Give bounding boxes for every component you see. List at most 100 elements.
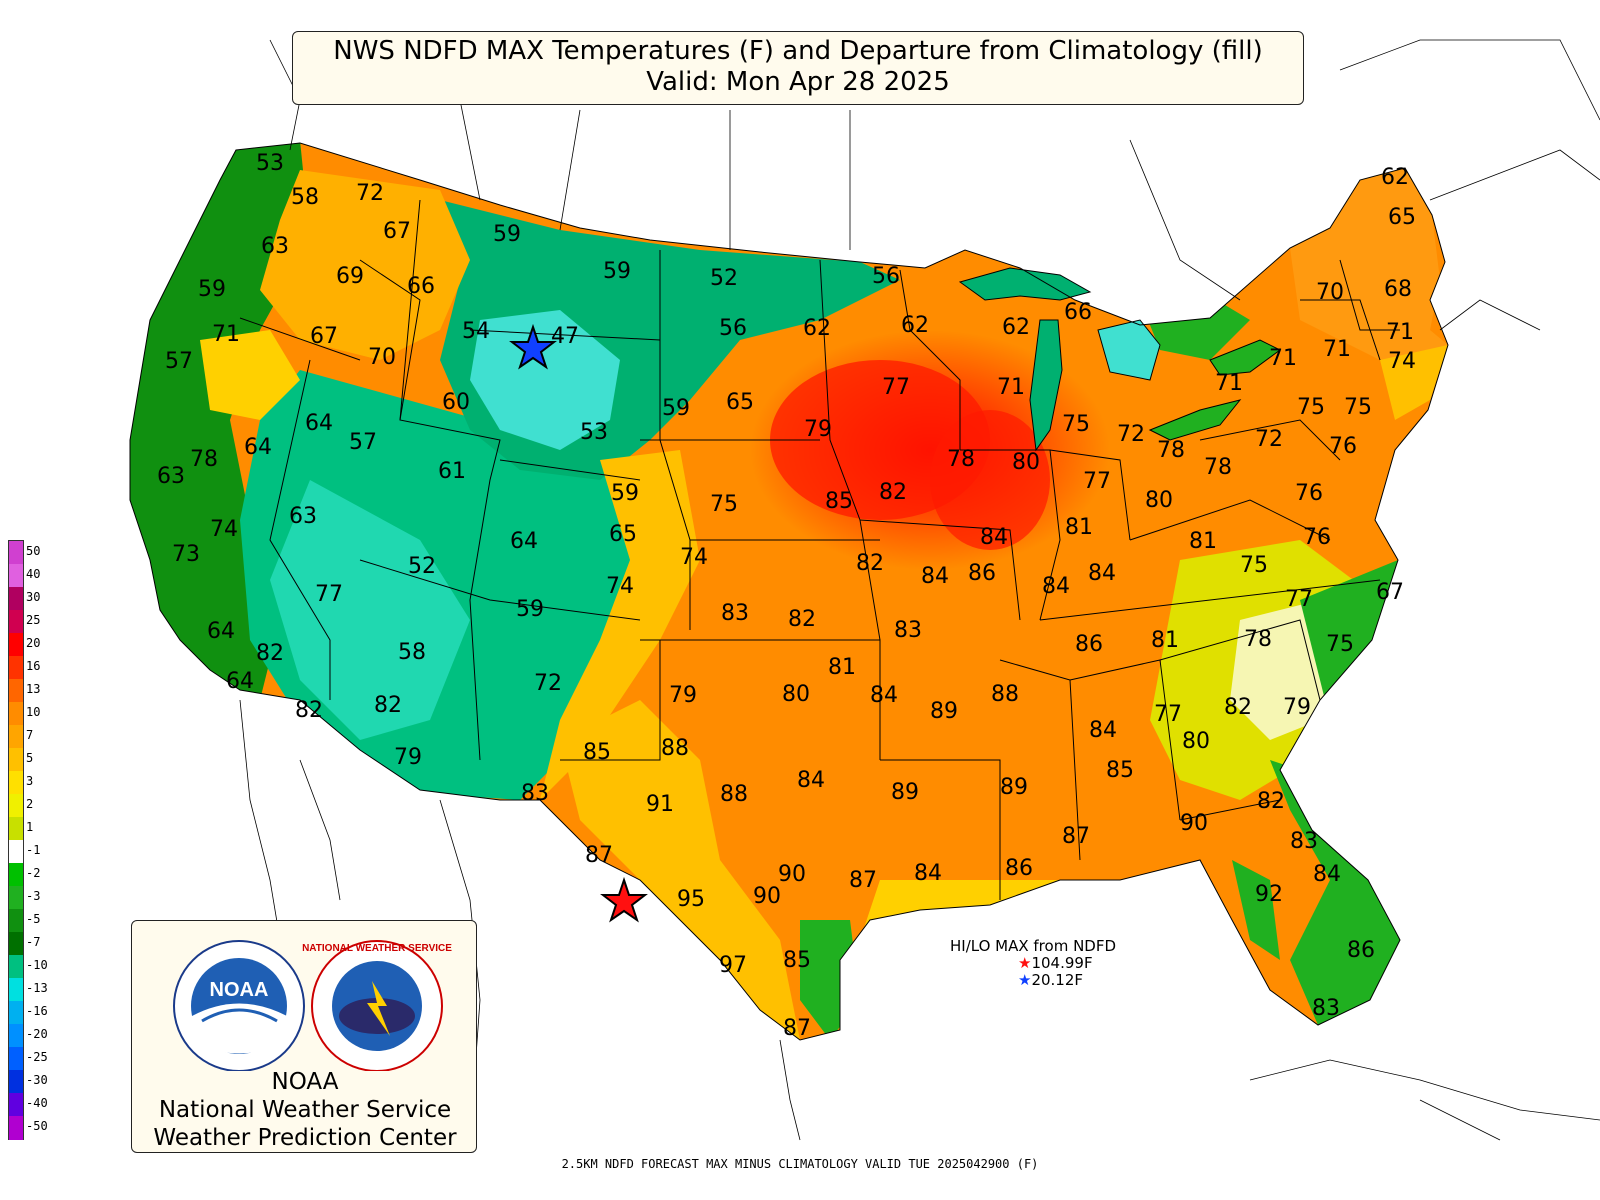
legend-label: -13 <box>26 981 48 995</box>
temperature-label: 56 <box>719 316 747 341</box>
legend-label: 30 <box>26 590 41 604</box>
legend-swatch <box>9 794 23 818</box>
temperature-label: 85 <box>783 948 811 973</box>
legend-label: -2 <box>26 866 41 880</box>
temperature-label: 58 <box>291 185 319 210</box>
temperature-label: 57 <box>165 349 193 374</box>
temperature-label: 71 <box>1386 320 1414 345</box>
temperature-label: 54 <box>462 319 490 344</box>
temperature-label: 69 <box>336 264 364 289</box>
temperature-label: 71 <box>212 322 240 347</box>
temperature-label: 72 <box>1255 427 1283 452</box>
temperature-label: 65 <box>1388 205 1416 230</box>
temperature-label: 90 <box>778 862 806 887</box>
temperature-label: 82 <box>788 607 816 632</box>
legend-label: 25 <box>26 613 41 627</box>
temperature-label: 76 <box>1303 525 1331 550</box>
temperature-label: 62 <box>901 313 929 338</box>
temperature-label: 62 <box>1002 315 1030 340</box>
temperature-label: 89 <box>891 780 919 805</box>
noaa-logo-icon: NOAA <box>173 940 305 1071</box>
temperature-label: 77 <box>315 582 343 607</box>
title-line-2: Valid: Mon Apr 28 2025 <box>646 67 950 97</box>
legend-swatch <box>9 1047 23 1071</box>
temperature-label: 80 <box>1182 729 1210 754</box>
temperature-label: 77 <box>1285 587 1313 612</box>
legend-label: 13 <box>26 682 41 696</box>
temperature-label: 84 <box>797 768 825 793</box>
temperature-label: 81 <box>1065 515 1093 540</box>
legend-swatch <box>9 840 23 864</box>
hi-star-icon: ★ <box>1018 954 1032 972</box>
temperature-label: 95 <box>677 887 705 912</box>
temperature-label: 84 <box>1088 561 1116 586</box>
temperature-label: 70 <box>1316 280 1344 305</box>
temperature-label: 89 <box>1000 775 1028 800</box>
nws-logo-icon: NATIONAL WEATHER SERVICE <box>302 940 452 1071</box>
temperature-label: 86 <box>968 561 996 586</box>
temperature-label: 67 <box>1376 580 1404 605</box>
temperature-label: 68 <box>1384 277 1412 302</box>
title-line-1: NWS NDFD MAX Temperatures (F) and Depart… <box>333 36 1263 66</box>
legend-label: -30 <box>26 1073 48 1087</box>
temperature-label: 90 <box>1180 811 1208 836</box>
temperature-label: 82 <box>1224 695 1252 720</box>
temperature-label: 59 <box>516 597 544 622</box>
temperature-label: 62 <box>1381 165 1409 190</box>
hilo-title: HI/LO MAX from NDFD <box>950 937 1117 955</box>
temperature-label: 76 <box>1295 481 1323 506</box>
legend-swatch <box>9 863 23 887</box>
state-boundaries <box>129 142 1449 1041</box>
legend-label: -3 <box>26 889 41 903</box>
temperature-label: 90 <box>753 884 781 909</box>
temperature-label: 87 <box>585 843 613 868</box>
legend-label: -50 <box>26 1119 48 1133</box>
temperature-label: 72 <box>356 181 384 206</box>
temperature-label: 80 <box>1012 450 1040 475</box>
color-legend <box>8 540 24 1140</box>
temperature-label: 91 <box>646 792 674 817</box>
temperature-label: 74 <box>1388 349 1416 374</box>
legend-swatch <box>9 725 23 749</box>
temperature-label: 85 <box>1106 758 1134 783</box>
temperature-label: 88 <box>720 782 748 807</box>
legend-swatch <box>9 541 23 565</box>
temperature-label: 58 <box>398 640 426 665</box>
temperature-label: 83 <box>721 601 749 626</box>
temperature-label: 57 <box>349 430 377 455</box>
legend-swatch <box>9 610 23 634</box>
legend-swatch <box>9 1024 23 1048</box>
temperature-label: 89 <box>930 699 958 724</box>
temperature-label: 79 <box>804 417 832 442</box>
temperature-label: 82 <box>256 641 284 666</box>
temperature-label: 67 <box>383 219 411 244</box>
temperature-label: 65 <box>726 390 754 415</box>
low-temperature-star-icon <box>509 323 557 370</box>
legend-label: -10 <box>26 958 48 972</box>
temperature-label: 66 <box>407 274 435 299</box>
temperature-label: 82 <box>879 480 907 505</box>
temperature-label: 47 <box>551 324 579 349</box>
temperature-label: 78 <box>1244 627 1272 652</box>
temperature-label: 83 <box>1290 829 1318 854</box>
temperature-label: 60 <box>442 390 470 415</box>
temperature-label: 64 <box>244 435 272 460</box>
temperature-label: 84 <box>1089 718 1117 743</box>
temperature-label: 56 <box>872 264 900 289</box>
legend-label: -7 <box>26 935 41 949</box>
temperature-label: 84 <box>1313 862 1341 887</box>
temperature-label: 85 <box>583 740 611 765</box>
logo-noaa: NOAA <box>271 1069 339 1095</box>
temperature-label: 77 <box>1083 469 1111 494</box>
legend-label: -16 <box>26 1004 48 1018</box>
temperature-label: 88 <box>661 736 689 761</box>
temperature-label: 84 <box>921 564 949 589</box>
temperature-label: 75 <box>1062 412 1090 437</box>
legend-swatch <box>9 955 23 979</box>
legend-swatch <box>9 564 23 588</box>
map-title: NWS NDFD MAX Temperatures (F) and Depart… <box>292 31 1304 105</box>
temperature-label: 78 <box>1157 438 1185 463</box>
legend-label: 16 <box>26 659 41 673</box>
temperature-label: 83 <box>521 781 549 806</box>
